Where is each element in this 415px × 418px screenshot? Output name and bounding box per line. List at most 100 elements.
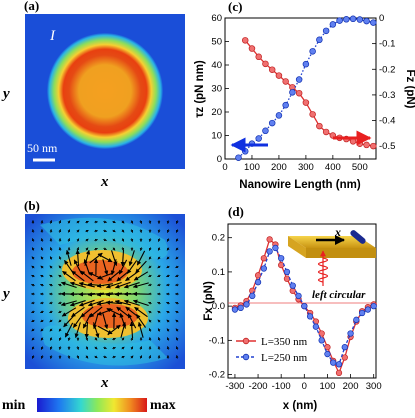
force-vector (61, 307, 77, 317)
force-vector (85, 346, 89, 350)
force-vector (166, 328, 170, 332)
panel-a-xlabel: x (100, 174, 109, 190)
data-point-c-0 (356, 140, 364, 147)
data-point-d-1 (347, 330, 354, 337)
data-point-d-1 (231, 306, 239, 313)
force-vector (121, 220, 125, 224)
data-point-d-1 (301, 302, 308, 310)
force-vector (121, 346, 125, 350)
xtick-label-d: 300 (366, 381, 382, 392)
data-point-c-0 (268, 66, 276, 73)
force-vector (115, 281, 131, 289)
legend-label-l350: L=350 nm (261, 336, 308, 348)
force-vector (112, 355, 117, 359)
data-point-c-0 (248, 45, 256, 52)
force-vector (102, 259, 109, 276)
force-vector (157, 310, 161, 314)
force-vector (157, 247, 161, 251)
force-vector (107, 270, 121, 282)
data-point-d-1 (330, 359, 337, 366)
inset-x-label: x (334, 225, 341, 239)
force-vector (31, 247, 35, 251)
force-vector (139, 247, 143, 251)
force-vector (106, 308, 122, 316)
legend-label-l250: L=250 nm (261, 352, 308, 364)
data-point-d-1 (353, 316, 360, 323)
ytick-left-label-c: 10 (211, 131, 222, 142)
force-vector (87, 299, 104, 307)
force-vector (105, 292, 123, 297)
force-vector (175, 310, 179, 314)
force-vector (76, 346, 80, 350)
force-vector (49, 256, 53, 260)
force-vector (69, 300, 86, 307)
force-vector (103, 355, 107, 359)
data-point-c-1 (282, 101, 289, 109)
force-vector (58, 319, 62, 323)
force-vector (94, 337, 98, 341)
data-point-d-1 (295, 292, 302, 300)
data-point-c-1 (329, 21, 337, 28)
intensity-label: I (49, 28, 56, 44)
force-vector (139, 346, 143, 350)
data-point-d-1 (283, 268, 291, 276)
force-vector (82, 313, 92, 329)
data-point-c-1 (275, 112, 283, 119)
force-vector (64, 322, 74, 338)
force-vector (175, 229, 179, 233)
data-point-d-1 (289, 282, 296, 289)
xtick-label-d: 200 (343, 381, 359, 392)
force-vector (85, 238, 89, 242)
force-vector (175, 265, 179, 269)
force-vector (94, 355, 98, 359)
force-vector (130, 229, 134, 233)
force-vector (71, 270, 85, 282)
nanowire-inset: x left circular (288, 225, 376, 301)
force-vector (112, 247, 116, 251)
force-vector (175, 319, 179, 323)
data-point-c-1 (363, 17, 370, 25)
force-vector (123, 282, 140, 289)
force-vector (58, 265, 62, 269)
data-point-d-1 (243, 301, 250, 308)
force-vector (148, 247, 152, 251)
data-point-c-0 (262, 60, 269, 68)
data-point-c-1 (241, 148, 249, 155)
force-vector (58, 220, 62, 224)
colorbar-max-label: max (150, 398, 176, 413)
force-vector (58, 256, 62, 260)
force-vector (166, 265, 170, 269)
force-vector (121, 337, 125, 341)
ytick-right-label-c: 0 (379, 13, 384, 24)
force-vector (40, 247, 44, 251)
force-vector (132, 299, 149, 307)
force-vector (114, 299, 131, 306)
force-vector (166, 229, 170, 233)
force-vector (76, 355, 80, 359)
force-vector (121, 238, 125, 242)
force-vector (40, 346, 44, 350)
force-vector (93, 322, 100, 339)
data-point-d-1 (335, 361, 343, 368)
ytick-left-label-c: 50 (211, 37, 222, 48)
force-vector (175, 247, 179, 251)
force-vector (175, 337, 179, 341)
xtick-label-d: 100 (320, 381, 336, 392)
series-c (235, 15, 377, 161)
data-point-c-1 (356, 16, 364, 23)
force-vector (67, 355, 71, 360)
force-vector (75, 249, 80, 267)
xtick-label-c: 100 (244, 162, 260, 173)
force-vector (112, 238, 116, 242)
nanorod (350, 230, 366, 244)
data-point-c-1 (295, 76, 303, 83)
data-point-d-0 (318, 330, 325, 337)
data-point-c-0 (255, 53, 262, 61)
force-vector (157, 301, 161, 305)
force-vector (166, 256, 170, 260)
force-vector (74, 322, 81, 339)
panel-d-ylabel: Fx (pN) (203, 281, 215, 321)
panel-d-label: (d) (228, 204, 244, 219)
force-vector (175, 220, 179, 224)
